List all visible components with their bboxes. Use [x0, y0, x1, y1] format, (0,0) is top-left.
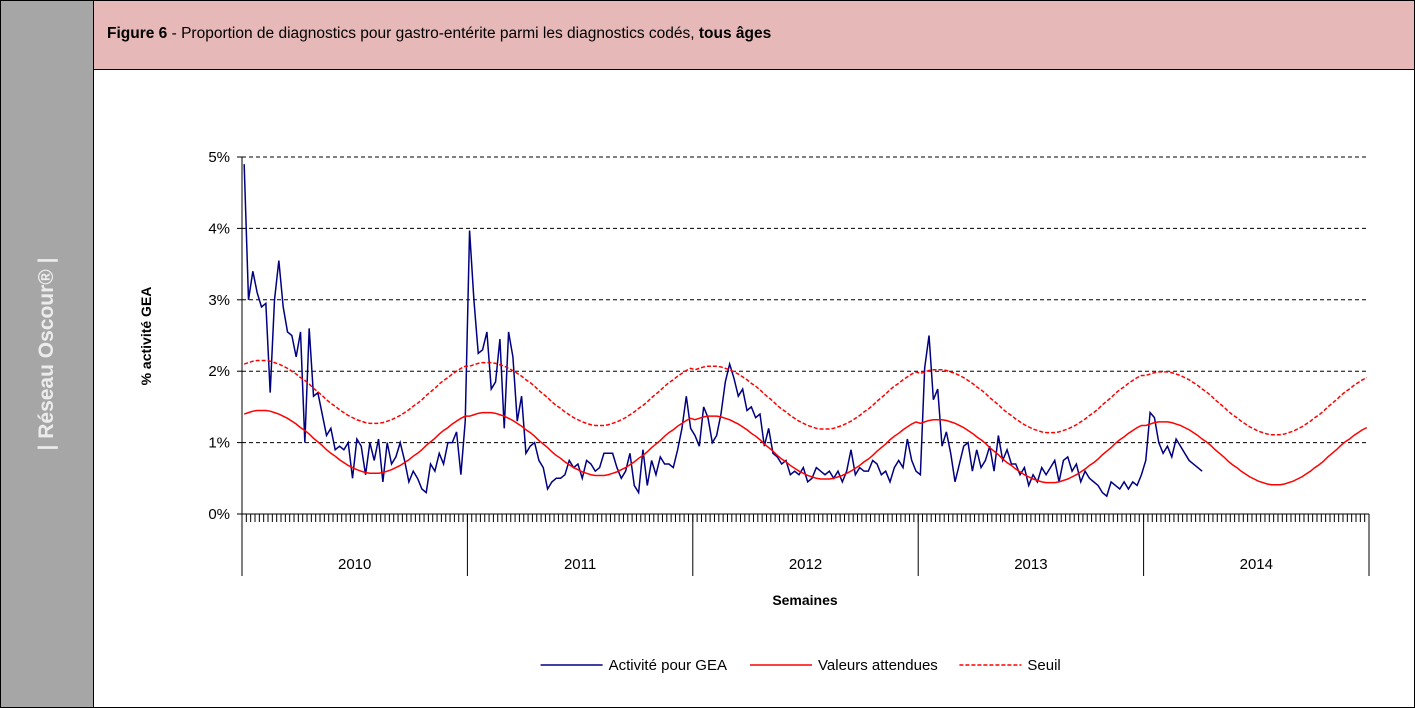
legend-label: Valeurs attendues	[818, 657, 938, 674]
y-tick-label: 5%	[208, 149, 230, 166]
year-label: 2013	[1014, 556, 1047, 573]
legend-label: Seuil	[1027, 657, 1060, 674]
x-axis-label: Semaines	[772, 592, 838, 608]
y-tick-label: 3%	[208, 292, 230, 309]
figure-title-bold: tous âges	[698, 25, 772, 42]
figure-label: Figure 6	[107, 25, 168, 42]
legend-label: Activité pour GEA	[609, 657, 727, 674]
series-line	[243, 409, 1368, 486]
figure-header: Figure 6 - Proportion de diagnostics pou…	[94, 1, 1414, 70]
year-label: 2011	[564, 556, 596, 573]
series-line	[243, 164, 1203, 498]
y-tick-label: 1%	[208, 435, 230, 452]
series-line	[243, 359, 1368, 436]
y-tick-label: 2%	[208, 363, 230, 380]
side-banner: | Réseau Oscour® |	[1, 1, 94, 707]
year-label: 2012	[789, 556, 822, 573]
y-tick-label: 0%	[208, 506, 230, 523]
y-tick-label: 4%	[208, 220, 230, 237]
figure-title: - Proportion de diagnostics pour gastro-…	[171, 25, 695, 42]
y-axis-label: % activité GEA	[138, 287, 154, 386]
year-label: 2010	[338, 556, 371, 573]
week-ticks	[241, 514, 1370, 522]
year-label: 2014	[1240, 556, 1273, 573]
